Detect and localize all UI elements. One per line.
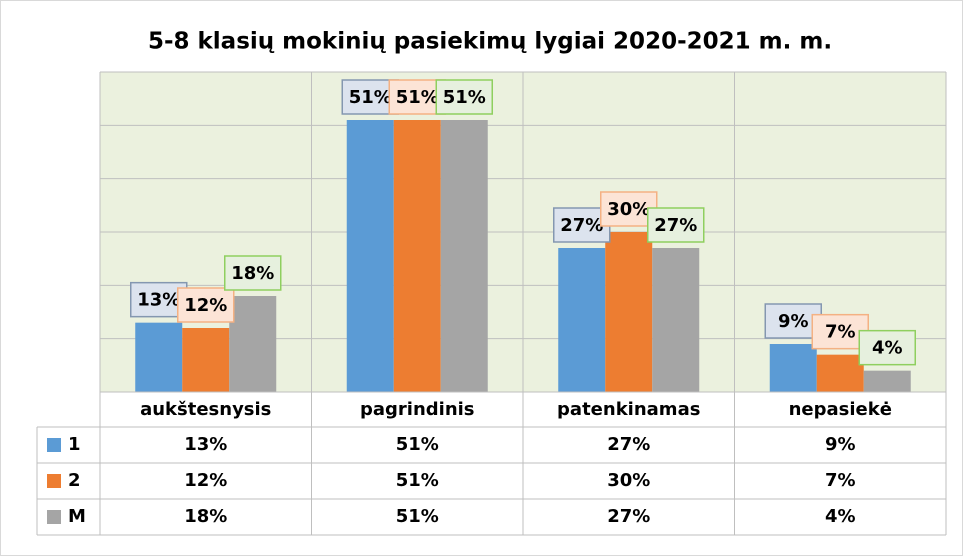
data-label-box	[435, 79, 493, 115]
legend-key	[47, 438, 61, 452]
data-label: 4%	[872, 338, 903, 359]
legend-key	[47, 474, 61, 488]
legend-label: 1	[68, 434, 81, 455]
data-label: 12%	[184, 295, 227, 316]
table-cell: 51%	[396, 470, 439, 491]
x-tick-label: pagrindinis	[360, 399, 475, 420]
data-label: 27%	[654, 215, 697, 236]
bar	[135, 322, 183, 392]
table-cell: 13%	[184, 434, 227, 455]
legend-key	[47, 510, 61, 524]
data-label: 13%	[137, 290, 180, 311]
bar	[182, 328, 230, 392]
bar	[346, 120, 394, 392]
bar	[816, 354, 864, 392]
bar	[652, 248, 700, 392]
data-label: 18%	[231, 263, 274, 284]
bar	[863, 370, 911, 392]
x-tick-label: patenkinamas	[557, 399, 700, 420]
data-label: 27%	[560, 215, 603, 236]
legend-label: M	[68, 506, 86, 527]
data-label: 51%	[349, 87, 392, 108]
legend-label: 2	[68, 470, 81, 491]
data-label-box	[177, 287, 235, 323]
data-label: 30%	[607, 199, 650, 220]
chart-title: 5-8 klasių mokinių pasiekimų lygiai 2020…	[148, 29, 832, 55]
bar	[229, 296, 277, 392]
table-cell: 9%	[825, 434, 856, 455]
data-label-box	[858, 329, 916, 366]
data-label: 51%	[443, 87, 486, 108]
x-tick-label: aukštesnysis	[140, 399, 271, 420]
bar	[393, 120, 441, 392]
table-cell: 12%	[184, 470, 227, 491]
data-label: 9%	[778, 311, 809, 332]
table-cell: 30%	[607, 470, 650, 491]
table-cell: 4%	[825, 506, 856, 527]
data-label: 7%	[825, 322, 856, 343]
table-cell: 27%	[607, 506, 650, 527]
data-label: 51%	[396, 87, 439, 108]
data-label-box	[224, 255, 282, 291]
table-cell: 51%	[396, 506, 439, 527]
bar	[605, 232, 653, 392]
data-label-box	[647, 207, 705, 243]
table-cell: 7%	[825, 470, 856, 491]
table-cell: 51%	[396, 434, 439, 455]
bar	[558, 248, 606, 392]
table-cell: 27%	[607, 434, 650, 455]
bar	[769, 344, 817, 392]
table-cell: 18%	[184, 506, 227, 527]
bar	[440, 120, 488, 392]
x-tick-label: nepasiekė	[789, 399, 892, 420]
